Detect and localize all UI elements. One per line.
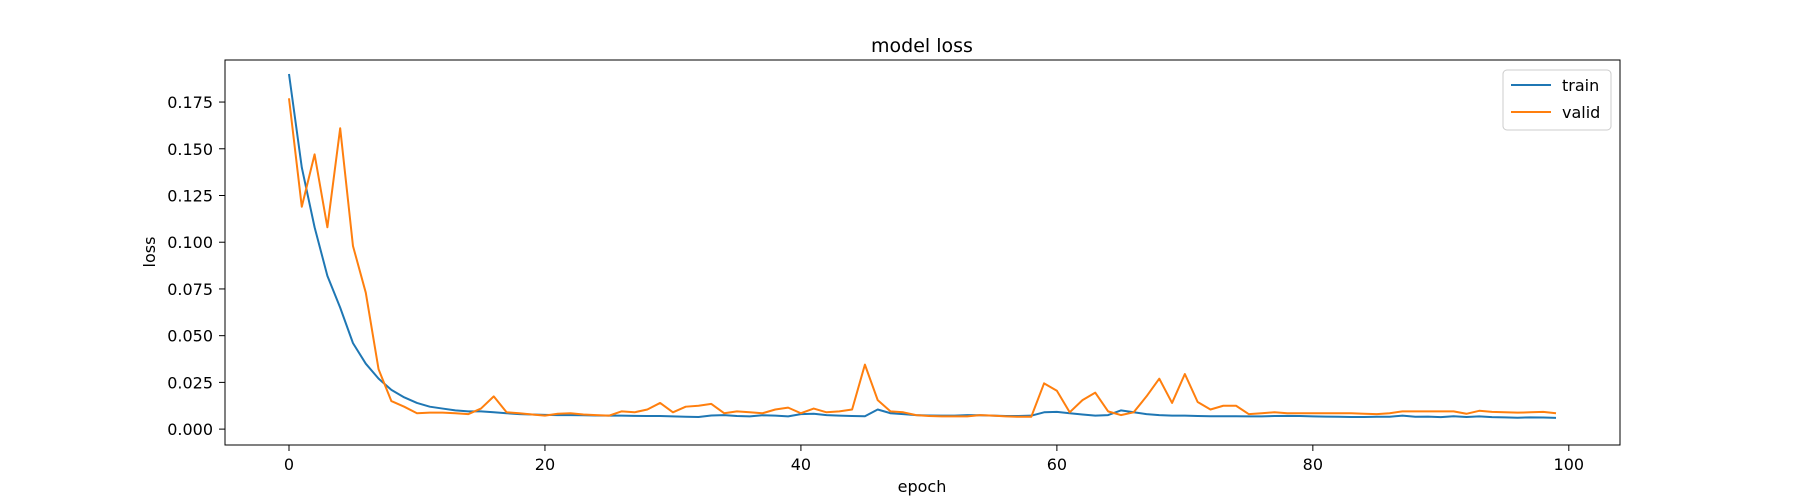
y-axis-label: loss [140, 237, 159, 268]
y-axis-ticks: 0.000 0.025 0.050 0.075 0.100 0.125 0.150 0.175 [167, 93, 225, 439]
y-tick-label: 0.175 [167, 93, 213, 112]
y-tick-label: 0.025 [167, 373, 213, 392]
x-tick-label: 0 [284, 455, 294, 474]
y-tick-label: 0.100 [167, 233, 213, 252]
plot-frame [224, 59, 1621, 446]
y-tick-label: 0.125 [167, 186, 213, 205]
chart-title: model loss [871, 35, 973, 57]
legend-train-label: train [1562, 76, 1599, 95]
x-tick-label: 20 [535, 455, 555, 474]
y-tick-label: 0.050 [167, 327, 213, 346]
legend: train valid [1502, 69, 1612, 131]
x-tick-label: 100 [1554, 455, 1585, 474]
x-axis-label: epoch [898, 477, 947, 496]
series-layer [287, 73, 1557, 419]
x-tick-label: 60 [1047, 455, 1067, 474]
y-tick-label: 0.075 [167, 280, 213, 299]
x-axis-ticks: 0 20 40 60 80 100 [284, 445, 1584, 474]
series-line-valid [287, 98, 1557, 418]
x-tick-label: 40 [791, 455, 811, 474]
y-tick-label: 0.150 [167, 140, 213, 159]
y-tick-label: 0.000 [167, 420, 213, 439]
plot-background [225, 60, 1620, 445]
legend-valid-label: valid [1562, 103, 1600, 122]
x-tick-label: 80 [1303, 455, 1323, 474]
